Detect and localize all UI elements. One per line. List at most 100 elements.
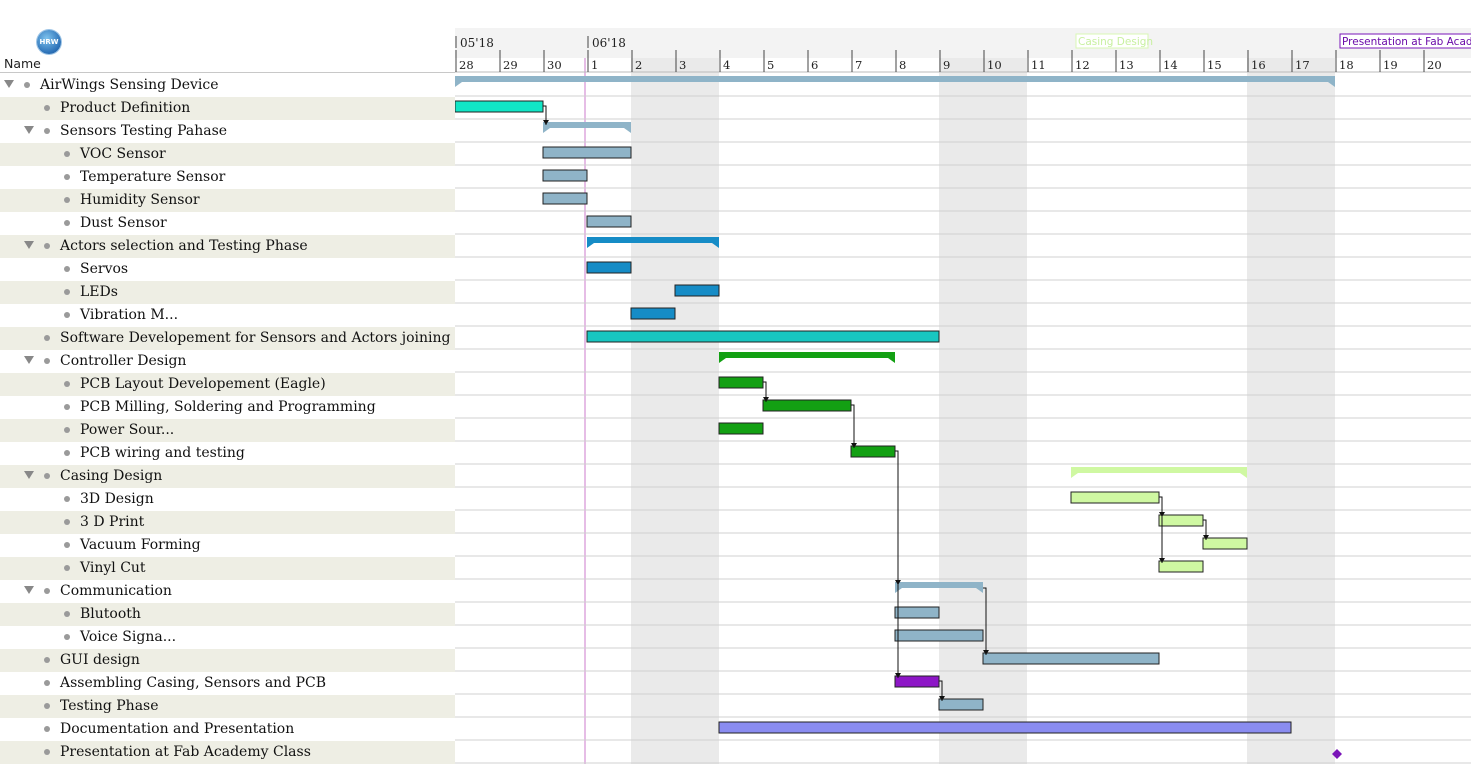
task-bar (982, 652, 1160, 665)
task-name: PCB Layout Developement (Eagle) (80, 376, 326, 392)
task-name: AirWings Sensing Device (40, 77, 219, 93)
task-row[interactable]: Testing Phase (0, 695, 455, 718)
weekend-band (1247, 58, 1335, 764)
task-row[interactable]: PCB Milling, Soldering and Programming (0, 396, 455, 419)
task-bullet-icon (44, 703, 50, 709)
day-label: 2 (635, 58, 642, 72)
name-column-header[interactable]: Name (0, 54, 455, 73)
timeline-header-band (455, 28, 1471, 58)
task-row[interactable]: Vibration M... (0, 304, 455, 327)
dependency-arrowhead (1159, 558, 1165, 563)
task-row[interactable]: Vacuum Forming (0, 534, 455, 557)
task-name: Sensors Testing Pahase (60, 123, 228, 139)
header-flag-label: Casing Design (1078, 36, 1153, 48)
task-bar (1070, 491, 1160, 504)
task-row[interactable]: LEDs (0, 281, 455, 304)
task-bullet-icon (64, 266, 70, 272)
day-label: 9 (943, 58, 950, 72)
task-row[interactable]: GUI design (0, 649, 455, 672)
task-bullet-icon (44, 657, 50, 663)
task-row[interactable]: Vinyl Cut (0, 557, 455, 580)
task-bullet-icon (64, 565, 70, 571)
day-label: 11 (1031, 58, 1046, 72)
task-name: GUI design (60, 652, 140, 668)
task-row[interactable]: 3 D Print (0, 511, 455, 534)
task-row[interactable]: Documentation and Presentation (0, 718, 455, 741)
task-row[interactable]: Assembling Casing, Sensors and PCB (0, 672, 455, 695)
task-row[interactable]: Software Developement for Sensors and Ac… (0, 327, 455, 350)
task-bullet-icon (64, 197, 70, 203)
day-label: 6 (811, 58, 818, 72)
task-row[interactable]: Dust Sensor (0, 212, 455, 235)
task-row[interactable]: Blutooth (0, 603, 455, 626)
milestone-diamond (1332, 749, 1342, 759)
task-row[interactable]: Actors selection and Testing Phase (0, 235, 455, 258)
dependency-arrowhead (763, 397, 769, 402)
task-name: Casing Design (60, 468, 163, 484)
task-row[interactable]: Product Definition (0, 97, 455, 120)
task-row[interactable]: 3D Design (0, 488, 455, 511)
task-row[interactable]: Servos (0, 258, 455, 281)
task-row[interactable]: Presentation at Fab Academy Class (0, 741, 455, 764)
task-bullet-icon (64, 404, 70, 410)
expand-triangle-icon[interactable] (24, 471, 34, 479)
task-bar (718, 376, 764, 389)
task-row[interactable]: PCB wiring and testing (0, 442, 455, 465)
summary-bar-left-cap (719, 352, 726, 363)
task-row[interactable]: Power Sour... (0, 419, 455, 442)
expand-triangle-icon[interactable] (4, 80, 14, 88)
summary-bar-right-cap (888, 352, 895, 363)
task-row[interactable]: Voice Signa... (0, 626, 455, 649)
task-row[interactable]: Casing Design (0, 465, 455, 488)
day-label: 28 (459, 58, 474, 72)
task-name: Presentation at Fab Academy Class (60, 744, 311, 760)
task-bar (938, 698, 984, 711)
task-bar (630, 307, 676, 320)
task-row[interactable]: Humidity Sensor (0, 189, 455, 212)
task-name: PCB wiring and testing (80, 445, 245, 461)
task-row[interactable]: Controller Design (0, 350, 455, 373)
expand-triangle-icon[interactable] (24, 586, 34, 594)
task-bullet-icon (64, 634, 70, 640)
summary-bar (455, 76, 1335, 82)
task-bullet-icon (24, 82, 30, 88)
task-name: Vacuum Forming (80, 537, 201, 553)
task-name: PCB Milling, Soldering and Programming (80, 399, 376, 415)
task-name: Documentation and Presentation (60, 721, 295, 737)
task-row[interactable]: Sensors Testing Pahase (0, 120, 455, 143)
day-label: 4 (723, 58, 730, 72)
task-bar (542, 192, 588, 205)
task-bullet-icon (44, 680, 50, 686)
task-bullet-icon (64, 450, 70, 456)
expand-triangle-icon[interactable] (24, 241, 34, 249)
weekend-band (631, 58, 719, 764)
task-row[interactable]: Communication (0, 580, 455, 603)
expand-triangle-icon[interactable] (24, 126, 34, 134)
summary-bar-right-cap (712, 237, 719, 248)
task-bar (542, 169, 588, 182)
day-label: 3 (679, 58, 686, 72)
task-name: Humidity Sensor (80, 192, 200, 208)
task-bullet-icon (64, 220, 70, 226)
task-row[interactable]: Temperature Sensor (0, 166, 455, 189)
day-label: 10 (987, 58, 1002, 72)
task-bullet-icon (44, 588, 50, 594)
task-bullet-icon (44, 726, 50, 732)
dependency-line (1203, 519, 1207, 540)
task-name: Communication (60, 583, 172, 599)
month-label: 06'18 (592, 36, 626, 50)
dependency-arrowhead (851, 443, 857, 448)
task-row[interactable]: VOC Sensor (0, 143, 455, 166)
day-label: 19 (1383, 58, 1398, 72)
task-name: 3 D Print (80, 514, 145, 530)
task-bullet-icon (44, 128, 50, 134)
summary-bar-left-cap (1071, 467, 1078, 478)
dependency-arrowhead (983, 650, 989, 655)
expand-triangle-icon[interactable] (24, 356, 34, 364)
task-row[interactable]: PCB Layout Developement (Eagle) (0, 373, 455, 396)
task-bar (674, 284, 720, 297)
task-bar (1158, 560, 1204, 573)
task-row[interactable]: AirWings Sensing Device (0, 74, 455, 97)
task-name: Actors selection and Testing Phase (60, 238, 308, 254)
